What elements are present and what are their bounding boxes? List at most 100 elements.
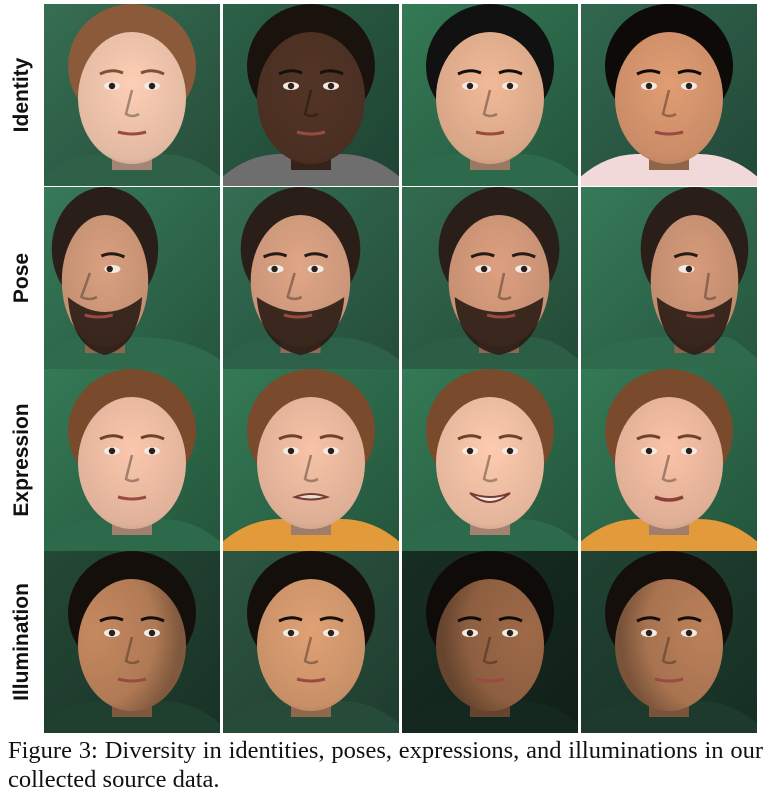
pupil — [506, 447, 514, 455]
pupil — [108, 447, 116, 455]
face-illustration — [223, 551, 399, 733]
pupil — [108, 629, 116, 637]
face-illustration — [44, 187, 220, 369]
eyebrow — [140, 616, 165, 623]
face-photo — [402, 369, 578, 551]
mouth — [654, 495, 684, 502]
mouth — [296, 677, 326, 683]
eyebrow — [636, 69, 661, 76]
eyebrow — [99, 434, 124, 441]
eyebrow — [457, 69, 482, 76]
face — [78, 579, 186, 711]
nose — [497, 272, 512, 301]
mouth — [654, 677, 684, 683]
eyebrow — [470, 252, 495, 259]
pupil — [506, 629, 514, 637]
nose — [482, 89, 498, 118]
eyebrow — [319, 434, 344, 441]
eyebrow — [140, 434, 165, 441]
pupil — [108, 82, 116, 90]
face-photo — [581, 4, 757, 186]
pupil — [148, 82, 156, 90]
face — [257, 32, 365, 164]
pupil — [520, 265, 528, 273]
face-photo — [223, 551, 399, 733]
face-illustration — [223, 187, 399, 369]
eyebrow — [498, 69, 523, 76]
pupil — [685, 82, 693, 90]
face-illustration — [44, 4, 220, 186]
pupil — [466, 82, 474, 90]
eyebrow — [677, 616, 702, 623]
face-illustration — [223, 4, 399, 186]
mouth — [654, 130, 684, 136]
caption-label: Figure 3: — [8, 737, 98, 764]
mouth — [117, 677, 147, 683]
face-illustration — [402, 551, 578, 733]
eyebrow — [498, 616, 523, 623]
beard — [67, 297, 143, 355]
face-illustration — [44, 369, 220, 551]
eyebrow — [140, 69, 165, 76]
face — [78, 32, 186, 164]
figure-grid: Identity — [0, 4, 771, 733]
face — [615, 579, 723, 711]
beard — [454, 297, 544, 355]
eyebrow — [99, 616, 124, 623]
pupil — [685, 265, 693, 273]
face — [436, 579, 544, 711]
nose — [124, 454, 140, 483]
beard — [256, 297, 345, 355]
face-illustration — [402, 187, 578, 369]
row-identity: Identity — [0, 4, 771, 186]
eyebrow — [677, 434, 702, 441]
eyebrow — [636, 616, 661, 623]
face — [615, 397, 723, 529]
row-label: Pose — [10, 252, 33, 304]
eyebrow — [511, 252, 536, 259]
eyebrow — [262, 252, 288, 259]
face-photo — [223, 369, 399, 551]
row-label: Identity — [10, 57, 33, 133]
pupil — [645, 447, 653, 455]
face — [436, 32, 544, 164]
nose — [661, 636, 677, 665]
row-illumination: Illumination — [0, 551, 771, 733]
pupil — [287, 629, 295, 637]
face — [257, 397, 365, 529]
pupil — [287, 447, 295, 455]
row-pose: Pose — [0, 187, 771, 369]
pupil — [106, 265, 113, 273]
face-photo — [44, 369, 220, 551]
face-photo — [223, 4, 399, 186]
face — [436, 397, 544, 529]
row-expression: Expression — [0, 369, 771, 551]
nose — [661, 454, 677, 483]
pupil — [466, 447, 474, 455]
pupil — [148, 629, 156, 637]
face — [615, 32, 723, 164]
mouth — [84, 313, 114, 319]
mouth — [283, 313, 313, 319]
eyebrow — [319, 69, 344, 76]
nose — [79, 272, 98, 301]
row-label: Expression — [10, 403, 33, 517]
face-illustration — [402, 369, 578, 551]
face-photo — [581, 369, 757, 551]
eyebrow — [677, 69, 702, 76]
eyebrow — [278, 434, 303, 441]
face-photo — [44, 4, 220, 186]
nose — [124, 89, 140, 118]
pupil — [685, 447, 693, 455]
face-photo — [402, 551, 578, 733]
face-photo — [223, 187, 399, 369]
nose — [661, 89, 677, 118]
mouth — [486, 313, 516, 319]
caption-text: Diversity in identities, poses, expressi… — [8, 737, 764, 793]
eyebrow — [278, 616, 303, 623]
face-illustration — [581, 4, 757, 186]
mouth — [296, 130, 326, 136]
pupil — [327, 447, 335, 455]
pupil — [685, 629, 693, 637]
eyebrow — [100, 252, 126, 259]
